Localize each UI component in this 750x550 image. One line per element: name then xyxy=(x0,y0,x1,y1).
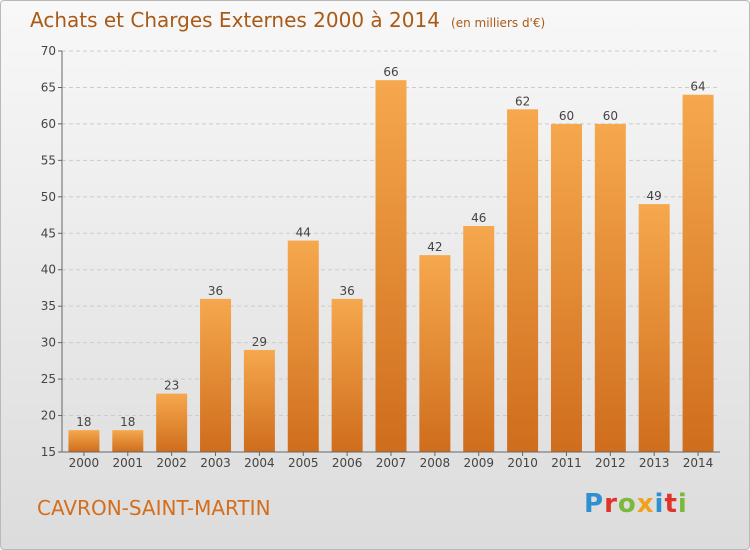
y-tick-label: 15 xyxy=(41,445,56,459)
x-tick-label: 2012 xyxy=(595,456,626,470)
bar xyxy=(331,298,363,452)
x-tick-label: 2002 xyxy=(156,456,187,470)
y-tick-label: 70 xyxy=(41,44,56,58)
bar xyxy=(112,430,144,452)
labels-layer: 18 18 23 36 29 44 36 66 42 46 62 60 60 49 64 xyxy=(76,65,705,429)
y-tick-label: 20 xyxy=(41,409,56,423)
y-tick-label: 25 xyxy=(41,372,56,386)
x-tick-label: 2000 xyxy=(69,456,100,470)
x-tick-label: 2008 xyxy=(420,456,451,470)
y-tick-label: 45 xyxy=(41,226,56,240)
bar xyxy=(375,80,407,452)
x-tick-label: 2010 xyxy=(507,456,538,470)
chart-subtitle: (en milliers d'€) xyxy=(451,16,546,30)
y-tick-label: 35 xyxy=(41,299,56,313)
data-label: 60 xyxy=(603,109,618,123)
y-tick-label: 60 xyxy=(41,117,56,131)
data-label: 36 xyxy=(339,284,354,298)
bar xyxy=(594,123,626,452)
data-label: 64 xyxy=(690,80,705,94)
data-label: 60 xyxy=(559,109,574,123)
bar xyxy=(287,240,319,452)
bar xyxy=(682,94,714,452)
data-label: 62 xyxy=(515,94,530,108)
data-label: 66 xyxy=(383,65,398,79)
bar xyxy=(419,255,451,452)
data-label: 23 xyxy=(164,379,179,393)
data-label: 42 xyxy=(427,240,442,254)
bar xyxy=(243,349,275,452)
x-tick-label: 2005 xyxy=(288,456,319,470)
x-tick-label: 2006 xyxy=(332,456,363,470)
x-tick-label: 2001 xyxy=(113,456,144,470)
y-tick-label: 50 xyxy=(41,190,56,204)
proxiti-logo: Proxiti xyxy=(584,489,688,519)
bar xyxy=(507,109,539,452)
bar xyxy=(638,204,670,452)
x-tick-label: 2013 xyxy=(639,456,670,470)
bar xyxy=(156,393,188,452)
x-tick-label: 2014 xyxy=(683,456,714,470)
commune-name: CAVRON-SAINT-MARTIN xyxy=(37,496,271,520)
chart-title-block: Achats et Charges Externes 2000 à 2014 (… xyxy=(30,8,545,32)
data-label: 29 xyxy=(252,335,267,349)
x-tick-label: 2003 xyxy=(200,456,231,470)
x-tick-label: 2004 xyxy=(244,456,275,470)
data-label: 44 xyxy=(296,226,311,240)
y-tick-label: 55 xyxy=(41,153,56,167)
y-tick-label: 65 xyxy=(41,80,56,94)
data-label: 49 xyxy=(647,189,662,203)
data-label: 36 xyxy=(208,284,223,298)
bars-layer xyxy=(68,80,714,452)
y-tick-label: 40 xyxy=(41,263,56,277)
bar xyxy=(200,298,232,452)
bar xyxy=(68,430,100,452)
data-label: 18 xyxy=(120,415,135,429)
axis-layer: 15 20 25 30 35 40 45 50 55 60 65 70 2000 2001 2002 2003… xyxy=(41,44,720,470)
data-label: 18 xyxy=(76,415,91,429)
y-tick-label: 30 xyxy=(41,336,56,350)
bar xyxy=(550,123,582,452)
x-tick-label: 2009 xyxy=(463,456,494,470)
bar xyxy=(463,225,495,452)
x-tick-label: 2007 xyxy=(376,456,407,470)
x-tick-label: 2011 xyxy=(551,456,582,470)
chart-title: Achats et Charges Externes 2000 à 2014 xyxy=(30,8,440,32)
data-label: 46 xyxy=(471,211,486,225)
